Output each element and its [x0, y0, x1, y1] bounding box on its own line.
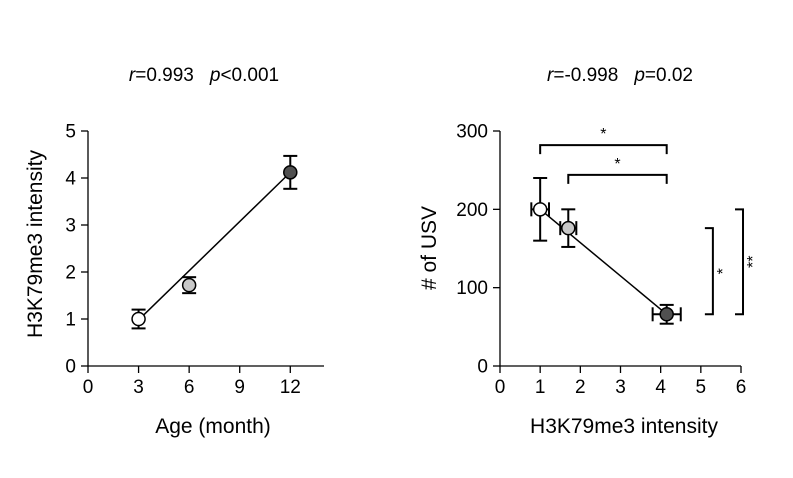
- left-stats-title: r=0.993 p<0.001: [129, 65, 279, 86]
- left-data-point: [181, 277, 197, 293]
- left-r-value: =0.993: [135, 65, 194, 86]
- right-significance-star: *: [600, 126, 606, 143]
- right-r-value: =-0.998: [553, 65, 618, 86]
- right-fit-line: [539, 208, 668, 315]
- left-data-point: [283, 165, 298, 180]
- left-p-label: p: [209, 65, 221, 86]
- right-data-point: [561, 220, 576, 236]
- right-r-label: r: [547, 65, 554, 86]
- right-p-value: =0.02: [645, 65, 693, 86]
- right-x-tick-label: 5: [696, 377, 707, 398]
- right-y-ticks: 0 100 200 300: [456, 122, 500, 378]
- left-x-tick-label: 3: [133, 377, 144, 398]
- right-x-ticks: 0 1 2 3 4 5 6: [495, 366, 747, 398]
- right-significance-bracket: [567, 173, 668, 184]
- right-y-tick-label: 300: [456, 122, 488, 143]
- right-x-tick-label: 3: [615, 377, 626, 398]
- left-y-axis-label: H3K79me3 intensity: [24, 150, 47, 338]
- right-data-point: [659, 307, 674, 322]
- left-x-ticks: 0 3 6 9 12: [83, 366, 301, 398]
- left-y-ticks: 0 1 2 3 4 5: [65, 122, 88, 378]
- right-significance-bracket: [539, 144, 668, 155]
- left-r-label: r: [129, 65, 136, 86]
- right-x-tick-label: 6: [736, 377, 747, 398]
- left-data-point: [131, 311, 146, 327]
- right-data-point-group: [530, 177, 551, 242]
- right-significance-bracket-vertical: [704, 227, 714, 316]
- right-y-tick-label: 200: [456, 200, 488, 221]
- right-stats-title: r=-0.998 p=0.02: [547, 65, 693, 86]
- left-x-tick-label: 0: [83, 377, 94, 398]
- right-data-point: [532, 202, 548, 217]
- left-y-tick-label: 2: [65, 263, 76, 284]
- left-x-axis-label: Age (month): [155, 415, 271, 438]
- right-significance-star: *: [614, 156, 620, 173]
- left-x-tick-label: 9: [234, 377, 245, 398]
- right-y-tick-label: 0: [477, 357, 488, 378]
- right-y-axis-label: # of USV: [418, 206, 441, 290]
- right-x-axis-label: H3K79me3 intensity: [530, 415, 718, 438]
- right-y-tick-label: 100: [456, 278, 488, 299]
- left-p-value: <0.001: [220, 65, 279, 86]
- left-data-point-group: [181, 276, 197, 295]
- left-x-tick-label: 6: [184, 377, 195, 398]
- left-y-tick-label: 1: [65, 310, 76, 331]
- left-data-point-group: [283, 154, 298, 190]
- left-y-tick-label: 5: [65, 122, 76, 143]
- left-data-point-group: [131, 308, 146, 330]
- right-significance-star: *: [715, 268, 732, 274]
- right-data-point-group: [559, 208, 578, 248]
- right-significance-star: **: [745, 256, 762, 268]
- left-y-tick-label: 3: [65, 216, 76, 237]
- right-significance-bracket-vertical: [735, 208, 745, 316]
- right-x-tick-label: 0: [495, 377, 506, 398]
- right-x-tick-label: 4: [655, 377, 666, 398]
- right-significance-brackets: *****: [539, 126, 762, 316]
- left-data-points: [131, 154, 298, 330]
- left-x-tick-label: 12: [280, 377, 301, 398]
- right-x-tick-label: 1: [535, 377, 546, 398]
- left-y-tick-label: 0: [65, 357, 76, 378]
- right-p-label: p: [633, 65, 645, 86]
- right-data-points: [530, 177, 682, 325]
- right-data-point-group: [651, 303, 682, 325]
- left-y-tick-label: 4: [65, 169, 76, 190]
- left-fit-line: [138, 171, 291, 321]
- right-x-tick-label: 2: [575, 377, 586, 398]
